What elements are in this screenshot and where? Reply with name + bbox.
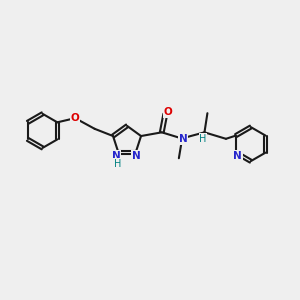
Text: H: H	[114, 159, 122, 169]
Text: N: N	[233, 151, 242, 161]
Text: O: O	[164, 107, 172, 117]
Text: N: N	[132, 151, 141, 161]
Text: N: N	[178, 134, 188, 144]
Text: N: N	[112, 151, 120, 161]
Text: H: H	[199, 134, 207, 144]
Text: O: O	[70, 113, 79, 123]
